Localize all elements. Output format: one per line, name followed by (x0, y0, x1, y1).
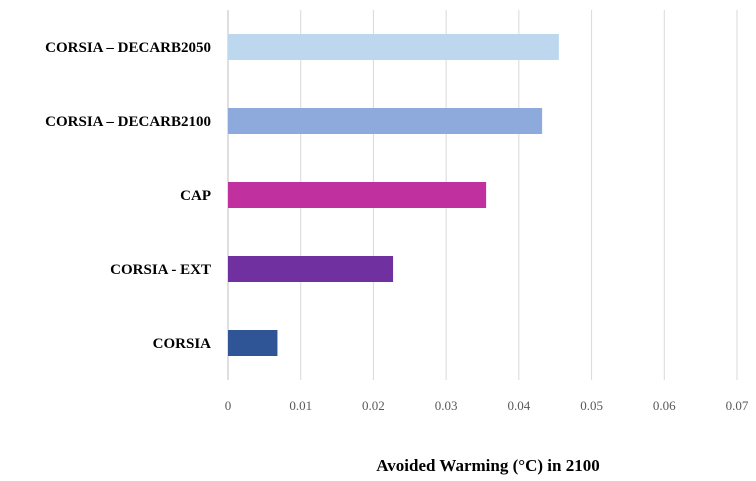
x-tick-label: 0 (225, 398, 232, 413)
bar (228, 108, 543, 134)
bar (228, 330, 278, 356)
x-tick-label: 0.06 (653, 398, 676, 413)
x-tick-labels: 0 0.01 0.02 0.03 0.04 0.05 0.06 0.07 (225, 398, 749, 413)
x-tick-label: 0.01 (289, 398, 312, 413)
category-labels: CORSIA – DECARB2050 CORSIA – DECARB2100 CA… (45, 40, 211, 352)
x-tick-label: 0.04 (507, 398, 530, 413)
bar (228, 182, 487, 208)
bar (228, 34, 559, 60)
bar (228, 256, 394, 282)
category-label: CORSIA – DECARB2100 (45, 114, 211, 130)
x-tick-label: 0.02 (362, 398, 385, 413)
x-tick-label: 0.05 (580, 398, 603, 413)
x-axis-title: Avoided Warming (°C) in 2100 (376, 456, 599, 475)
x-tick-label: 0.07 (726, 398, 749, 413)
category-label: CORSIA (153, 336, 212, 352)
category-label: CORSIA – DECARB2050 (45, 40, 211, 56)
bars (228, 34, 559, 356)
x-tick-label: 0.03 (435, 398, 458, 413)
category-label: CORSIA - EXT (110, 262, 211, 278)
category-label: CAP (180, 188, 211, 204)
